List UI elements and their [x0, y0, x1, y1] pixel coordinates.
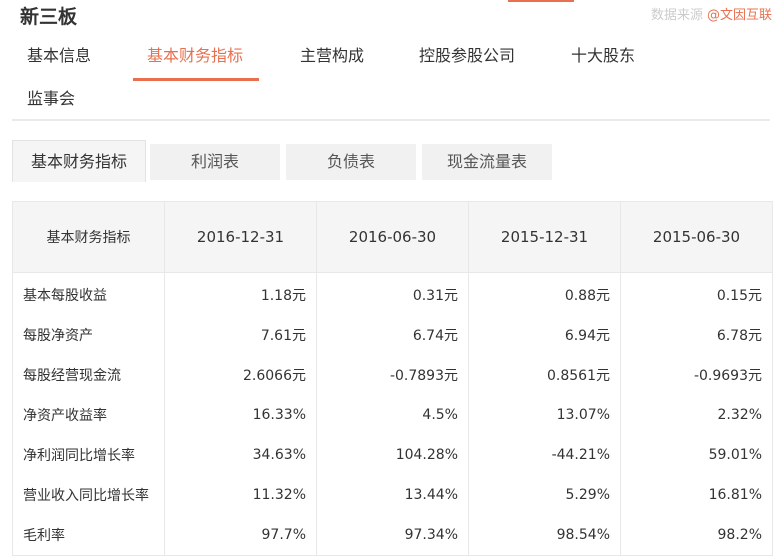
- table-cell: 104.28%: [316, 435, 469, 475]
- subtab-cash-flow[interactable]: 现金流量表: [422, 144, 552, 180]
- table-cell: 16.81%: [620, 475, 773, 515]
- table-cell: 97.34%: [316, 515, 469, 556]
- table-cell: 97.7%: [164, 515, 317, 556]
- table-row: 净资产收益率 16.33% 4.5% 13.07% 2.32%: [12, 395, 773, 435]
- table-cell: -44.21%: [468, 435, 621, 475]
- table-cell: 0.31元: [316, 272, 469, 315]
- nav-tab-holdings[interactable]: 控股参股公司: [419, 46, 516, 65]
- table-cell: 0.8561元: [468, 355, 621, 395]
- top-accent-bar: [508, 0, 574, 2]
- nav-tab-basic-info[interactable]: 基本信息: [27, 46, 92, 65]
- table-cell: 98.54%: [468, 515, 621, 556]
- table-row: 每股净资产 7.61元 6.74元 6.94元 6.78元: [12, 315, 773, 355]
- table-cell: 6.78元: [620, 315, 773, 355]
- table-cell: 5.29%: [468, 475, 621, 515]
- page-title: 新三板: [20, 6, 78, 28]
- row-label: 净利润同比增长率: [12, 435, 165, 475]
- column-header-indicator: 基本财务指标: [12, 201, 165, 273]
- table-cell: -0.9693元: [620, 355, 773, 395]
- subtab-income-statement[interactable]: 利润表: [150, 144, 280, 180]
- table-row: 净利润同比增长率 34.63% 104.28% -44.21% 59.01%: [12, 435, 773, 475]
- column-header-date: 2016-12-31: [164, 201, 317, 273]
- table-cell: 0.15元: [620, 272, 773, 315]
- table-cell: 13.44%: [316, 475, 469, 515]
- financial-table: 基本财务指标 2016-12-31 2016-06-30 2015-12-31 …: [12, 201, 773, 556]
- table-cell: 0.88元: [468, 272, 621, 315]
- row-label: 每股净资产: [12, 315, 165, 355]
- row-label: 基本每股收益: [12, 272, 165, 315]
- table-cell: 34.63%: [164, 435, 317, 475]
- table-cell: 98.2%: [620, 515, 773, 556]
- nav-divider: [12, 119, 770, 121]
- column-header-date: 2015-12-31: [468, 201, 621, 273]
- table-row: 营业收入同比增长率 11.32% 13.44% 5.29% 16.81%: [12, 475, 773, 515]
- row-label: 净资产收益率: [12, 395, 165, 435]
- table-cell: 1.18元: [164, 272, 317, 315]
- subtab-financial-indicators[interactable]: 基本财务指标: [12, 140, 146, 182]
- column-header-date: 2015-06-30: [620, 201, 773, 273]
- table-cell: 7.61元: [164, 315, 317, 355]
- nav-tab-supervisory-board[interactable]: 监事会: [27, 89, 76, 108]
- data-source: 数据来源 @文因互联: [651, 4, 772, 23]
- row-label: 营业收入同比增长率: [12, 475, 165, 515]
- table-cell: 6.94元: [468, 315, 621, 355]
- subtab-balance-sheet[interactable]: 负债表: [286, 144, 416, 180]
- nav-tab-financial-indicators[interactable]: 基本财务指标: [132, 34, 260, 81]
- table-row: 每股经营现金流 2.6066元 -0.7893元 0.8561元 -0.9693…: [12, 355, 773, 395]
- column-header-date: 2016-06-30: [316, 201, 469, 273]
- row-label: 每股经营现金流: [12, 355, 165, 395]
- table-header-row: 基本财务指标 2016-12-31 2016-06-30 2015-12-31 …: [12, 201, 773, 273]
- table-cell: 16.33%: [164, 395, 317, 435]
- nav-tab-main-business[interactable]: 主营构成: [300, 46, 365, 65]
- table-cell: 4.5%: [316, 395, 469, 435]
- table-cell: -0.7893元: [316, 355, 469, 395]
- data-source-label: 数据来源: [650, 8, 703, 23]
- table-cell: 2.6066元: [164, 355, 317, 395]
- table-cell: 2.32%: [620, 395, 773, 435]
- table-row: 毛利率 97.7% 97.34% 98.54% 98.2%: [12, 515, 773, 556]
- data-source-link[interactable]: @文因互联: [706, 8, 772, 23]
- row-label: 毛利率: [12, 515, 165, 556]
- table-cell: 59.01%: [620, 435, 773, 475]
- table-row: 基本每股收益 1.18元 0.31元 0.88元 0.15元: [12, 272, 773, 315]
- table-cell: 11.32%: [164, 475, 317, 515]
- table-cell: 13.07%: [468, 395, 621, 435]
- table-cell: 6.74元: [316, 315, 469, 355]
- nav-tab-top-shareholders[interactable]: 十大股东: [571, 46, 636, 65]
